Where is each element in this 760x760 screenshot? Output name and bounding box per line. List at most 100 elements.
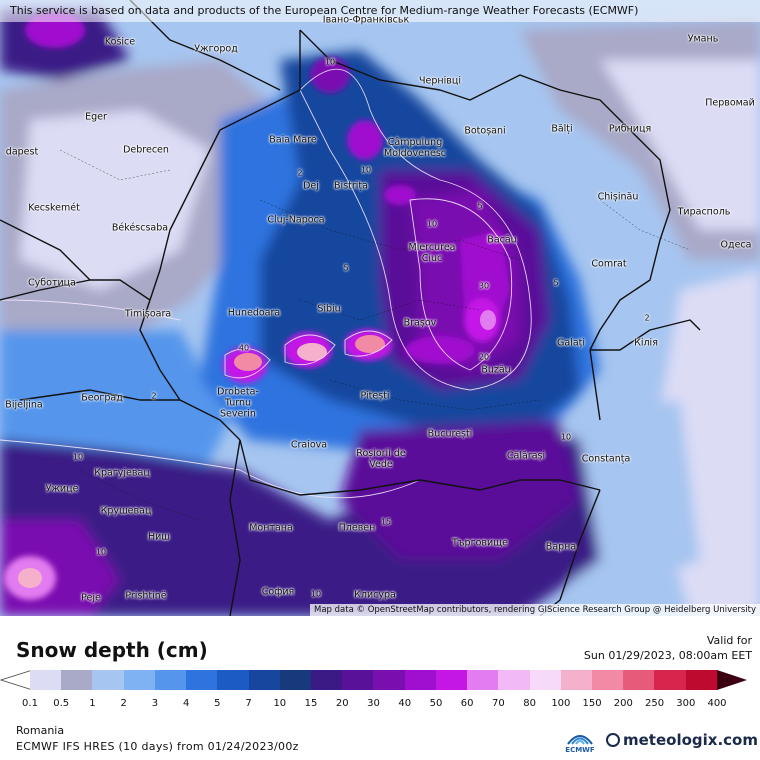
legend-right-arrow	[717, 670, 747, 690]
valid-for-label: Valid for	[706, 634, 752, 647]
data-source-disclaimer: This service is based on data and produc…	[0, 0, 760, 22]
contour-label: 5	[553, 278, 559, 288]
legend-swatch	[685, 670, 717, 690]
legend-swatch	[279, 670, 311, 690]
legend-tick-label: 4	[182, 698, 190, 709]
place-label: Плевен	[338, 522, 376, 534]
place-label: Варна	[545, 541, 577, 553]
legend-swatch	[92, 670, 124, 690]
legend-tick-label: 15	[304, 698, 318, 709]
legend-tick-label: 150	[582, 698, 602, 709]
model-run: ECMWF IFS HRES (10 days) from 01/24/2023…	[16, 740, 299, 753]
legend-swatch	[623, 670, 655, 690]
legend-tick-label: 3	[151, 698, 159, 709]
place-label: Comrat	[591, 258, 627, 270]
place-label: Roșiorii de Vede	[356, 448, 406, 470]
place-label: dapest	[5, 146, 39, 158]
place-label: Београд	[81, 392, 123, 404]
contour-label: 10	[324, 57, 336, 67]
contour-label: 10	[426, 219, 438, 229]
legend-swatch	[248, 670, 280, 690]
legend-swatch	[186, 670, 218, 690]
place-label: Constanța	[581, 453, 631, 465]
ecmwf-logo-text: ECMWF	[565, 746, 595, 754]
legend-tick-label: 2	[120, 698, 127, 709]
legend-tick-label: 1	[89, 698, 96, 709]
place-label: Крушевац	[100, 505, 152, 517]
place-label: Hunedoara	[227, 307, 281, 319]
legend-tick-label: 60	[460, 698, 474, 709]
region-name: Romania	[16, 724, 65, 737]
place-label: Одеса	[720, 239, 752, 251]
place-label: Craiova	[290, 439, 328, 451]
place-label: Ужице	[45, 483, 79, 495]
contour-label: 15	[380, 517, 392, 527]
place-label: Чернівці	[419, 75, 461, 87]
legend-tick-label: 70	[492, 698, 505, 709]
contour-label: 10	[310, 589, 322, 599]
place-label: Brașov	[403, 317, 437, 329]
place-label: Buzău	[481, 364, 511, 376]
place-label: Суботица	[28, 277, 76, 289]
legend-tick-label: 80	[523, 698, 536, 709]
place-label: Умань	[687, 33, 719, 45]
legend-tick-label: 40	[398, 698, 412, 709]
place-label: Івано-Франківськ	[322, 14, 410, 26]
legend-tick-label: 300	[676, 698, 696, 709]
place-label: Первомай	[705, 97, 755, 109]
map-attribution: Map data © OpenStreetMap contributors, r…	[310, 604, 760, 616]
place-label: Клисура	[354, 589, 396, 601]
legend-tick-label: 20	[335, 698, 349, 709]
contour-label: 10	[95, 547, 107, 557]
contour-label: 2	[297, 168, 303, 178]
brand-logo[interactable]: meteologix.com	[606, 731, 758, 749]
legend-swatch	[529, 670, 561, 690]
place-label: Câmpulung Moldovenesc	[384, 137, 446, 159]
legend-swatch	[591, 670, 624, 690]
legend-swatch	[435, 670, 468, 690]
legend-tick-label: 5	[214, 698, 221, 709]
place-label: Baia Mare	[269, 134, 317, 146]
valid-time: Sun 01/29/2023, 08:00am EET	[583, 649, 752, 662]
legend-tick-label: 250	[644, 698, 665, 709]
map-title: Snow depth (cm)	[16, 638, 208, 662]
place-label: Debrecen	[123, 144, 169, 156]
place-label: Търговище	[452, 537, 508, 549]
place-label: Călărași	[506, 450, 546, 462]
legend-tick-label: 0.5	[53, 698, 70, 709]
contour-label: 20	[478, 352, 490, 362]
legend-tick-label: 7	[245, 698, 252, 709]
legend-swatch	[217, 670, 249, 690]
place-label: Kecskemét	[28, 202, 80, 214]
brand-globe-icon	[606, 733, 620, 747]
place-label: Bijeljina	[5, 399, 43, 411]
place-label: Cluj-Napoca	[267, 214, 325, 226]
legend-left-outline	[0, 670, 32, 690]
place-label: Рибниця	[608, 123, 652, 135]
legend-swatch	[654, 670, 686, 690]
place-label: София	[261, 586, 295, 598]
contour-label: 2	[644, 313, 650, 323]
place-label: Кілія	[634, 337, 658, 349]
contour-label: 10	[560, 432, 572, 442]
legend-tick-label: 50	[429, 698, 443, 709]
legend-swatch	[560, 670, 592, 690]
forecast-map[interactable]: This service is based on data and produc…	[0, 0, 760, 616]
contour-label: 10	[360, 165, 372, 175]
place-label: Монтана	[249, 522, 293, 534]
place-label: Тирасполь	[677, 206, 731, 218]
legend-color-bar	[30, 670, 717, 690]
ecmwf-logo-icon	[567, 735, 593, 745]
contour-label: 5	[477, 201, 483, 211]
contour-label: 40	[238, 343, 250, 353]
place-label: Békéscsaba	[111, 222, 169, 234]
place-label: Pitești	[360, 390, 390, 402]
legend-tick-label: 30	[367, 698, 380, 709]
place-label: Dej	[303, 180, 319, 192]
place-label: Eger	[85, 111, 107, 123]
legend-swatch	[310, 670, 343, 690]
contour-label: 5	[343, 263, 349, 273]
place-label: Bistrița	[334, 180, 368, 192]
legend-swatch	[61, 670, 93, 690]
legend-swatch	[30, 670, 62, 690]
